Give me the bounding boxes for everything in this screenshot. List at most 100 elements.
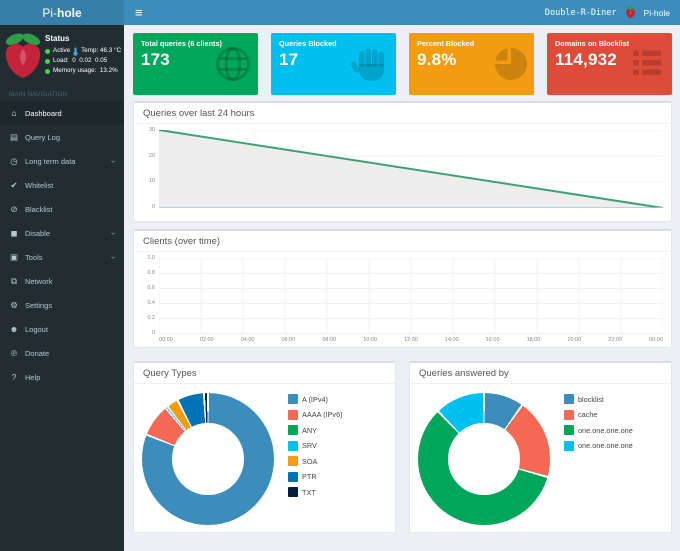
legend-item[interactable]: one.one.one.one xyxy=(564,440,633,451)
legend-label: blocklist xyxy=(578,394,604,404)
legend-item[interactable]: ANY xyxy=(288,425,343,435)
axis-tick-label: 06:00 xyxy=(281,337,296,343)
status-active-label: Active xyxy=(53,47,71,54)
sidebar-item-network[interactable]: ⧉ Network xyxy=(0,269,124,293)
axis-tick-label: 0.6 xyxy=(147,285,155,291)
legend-swatch xyxy=(288,471,298,482)
sidebar-item-donate[interactable]: ℗ Donate xyxy=(0,341,124,365)
legend-item[interactable]: blocklist xyxy=(564,394,633,404)
sidebar-item-long-term-data[interactable]: ◷ Long term data › xyxy=(0,149,124,173)
clock-icon: ◷ xyxy=(10,155,18,166)
hand-icon xyxy=(351,48,384,81)
sidebar-item-label: Logout xyxy=(25,324,48,334)
sidebar-item-label: Tools xyxy=(25,252,43,262)
clients-over-time-chart[interactable] xyxy=(159,258,663,334)
sidebar-item-label: Disable xyxy=(25,228,51,238)
x-axis-labels: 00:00 02:00 04:00 06:00 08:00 10:00 12:00 14:00… xyxy=(159,337,663,344)
sidebar-item-blacklist[interactable]: ⊘ Blacklist xyxy=(0,197,124,221)
legend-label: TXT xyxy=(302,487,316,497)
axis-tick-label: 12:00 xyxy=(404,337,418,343)
panel-title: Queries over last 24 hours xyxy=(134,103,671,124)
card-domains-blocklist[interactable]: Domains on Blocklist 114,932 xyxy=(547,33,672,95)
pie-chart-icon xyxy=(495,48,527,80)
sidebar-item-label: Blacklist xyxy=(25,204,53,214)
axis-tick-label: 14:00 xyxy=(444,337,459,343)
axis-tick-label: 00:00 xyxy=(159,337,173,343)
legend-swatch xyxy=(288,487,298,497)
legend-label: PTR xyxy=(302,472,317,481)
user-menu[interactable]: Pi-hole xyxy=(644,8,670,18)
legend-item[interactable]: SOA xyxy=(288,456,343,466)
axis-tick-label: 18:00 xyxy=(526,337,541,343)
legend-item[interactable]: SRV xyxy=(288,440,343,451)
query-types-panel: Query Types A (IPv4) AAAA (IPv6) ANY SRV SOA… xyxy=(133,361,396,533)
user-menu-label: Pi-hole xyxy=(643,7,670,18)
sidebar-item-disable[interactable]: ◼ Disable › xyxy=(0,221,124,245)
axis-tick-label: 0 xyxy=(151,330,155,336)
status-dot xyxy=(45,58,50,64)
card-title: Domains on Blocklist xyxy=(555,39,630,48)
card-value: 17 xyxy=(279,50,299,69)
legend-label: one.one.one.one xyxy=(578,441,633,450)
sidebar-item-dashboard[interactable]: ⌂ Dashboard xyxy=(0,101,124,125)
app-logo-light: Pi- xyxy=(42,5,57,20)
card-title: Total queries (6 clients) xyxy=(141,39,222,48)
legend-item[interactable]: PTR xyxy=(288,471,343,482)
legend-label: A (IPv4) xyxy=(302,394,328,404)
app-logo[interactable]: Pi-hole xyxy=(0,0,124,25)
status-dot xyxy=(45,48,50,54)
axis-tick-label: 1.0 xyxy=(147,255,155,261)
query-types-legend: A (IPv4) AAAA (IPv6) ANY SRV SOA PTR TXT xyxy=(288,394,343,503)
status-dot xyxy=(45,68,50,74)
sidebar-item-settings[interactable]: ⚙ Settings xyxy=(0,293,124,317)
sidebar-item-label: Whitelist xyxy=(25,180,54,190)
sidebar-item-tools[interactable]: ▣ Tools › xyxy=(0,245,124,269)
summary-cards: Total queries (6 clients) 173 Queries Bl… xyxy=(133,33,672,95)
legend-swatch xyxy=(564,394,574,404)
file-icon: ▤ xyxy=(9,131,19,142)
card-total-queries[interactable]: Total queries (6 clients) 173 xyxy=(133,33,258,95)
hostname-label: Double-R-Diner xyxy=(544,7,617,18)
sidebar-item-whitelist[interactable]: ✔ Whitelist xyxy=(0,173,124,197)
sidebar-item-help[interactable]: ? Help xyxy=(0,365,124,389)
legend-item[interactable]: AAAA (IPv6) xyxy=(288,409,343,420)
legend-item[interactable]: A (IPv4) xyxy=(288,394,343,404)
axis-tick-label: 10:00 xyxy=(363,337,377,343)
y-axis-labels: 30 20 10 0 xyxy=(140,127,155,210)
legend-item[interactable]: cache xyxy=(564,409,633,420)
queries-over-time-panel: Queries over last 24 hours 30 20 10 0 xyxy=(133,101,672,222)
legend-swatch xyxy=(288,425,298,435)
sidebar-item-query-log[interactable]: ▤ Query Log xyxy=(0,125,124,149)
question-icon: ? xyxy=(11,372,17,382)
content-area: Total queries (6 clients) 173 Queries Bl… xyxy=(124,25,680,551)
card-queries-blocked[interactable]: Queries Blocked 17 xyxy=(271,33,396,95)
raspberry-logo xyxy=(1,31,45,81)
status-panel: Status Active Temp: 46.3 °C Load: 0 0.02 … xyxy=(0,25,124,86)
axis-tick-label: 0.4 xyxy=(147,300,155,306)
sidebar-item-label: Query Log xyxy=(25,132,61,142)
hamburger-menu-icon[interactable]: ≡ xyxy=(135,5,143,20)
legend-label: one.one.one.one xyxy=(578,425,633,435)
card-value: 173 xyxy=(141,50,170,69)
axis-tick-label: 10 xyxy=(148,178,155,185)
network-icon: ⧉ xyxy=(10,275,18,286)
card-percent-blocked[interactable]: Percent Blocked 9.8% xyxy=(409,33,534,95)
query-types-donut-chart[interactable] xyxy=(142,393,274,525)
axis-tick-label: 30 xyxy=(148,127,155,133)
card-value: 114,932 xyxy=(555,50,617,69)
queries-answered-by-donut-chart[interactable] xyxy=(418,393,550,525)
status-temp: Temp: 46.3 °C xyxy=(81,47,122,54)
queries-answered-by-legend: blocklist cache one.one.one.one one.one.one… xyxy=(564,394,633,456)
sidebar-item-logout[interactable]: ☻ Logout xyxy=(0,317,124,341)
legend-label: cache xyxy=(578,410,598,419)
card-title: Queries Blocked xyxy=(279,39,337,48)
queries-answered-by-panel: Queries answered by blocklist cache one.on… xyxy=(409,361,672,533)
card-title: Percent Blocked xyxy=(417,39,475,48)
legend-item[interactable]: one.one.one.one xyxy=(564,425,633,435)
axis-tick-label: 08:00 xyxy=(322,337,337,343)
queries-over-time-chart[interactable] xyxy=(159,130,663,208)
panel-title: Clients (over time) xyxy=(134,231,671,252)
axis-tick-label: 20 xyxy=(148,152,155,159)
legend-item[interactable]: TXT xyxy=(288,487,343,497)
sidebar-item-label: Help xyxy=(25,372,41,382)
